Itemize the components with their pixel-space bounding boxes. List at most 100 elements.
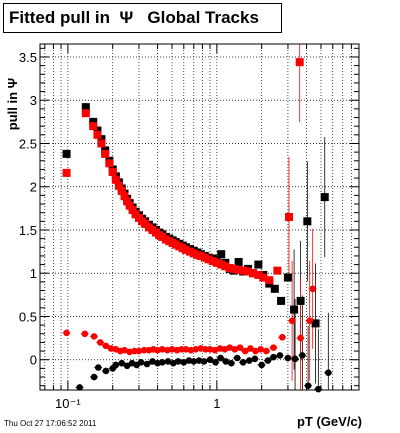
data-marker (93, 130, 102, 139)
axis-ticks: 0 0.5 1 1.5 2 2.5 3 3.5 10⁻¹ 1 (19, 44, 360, 411)
y-tick-label: 2.5 (19, 136, 37, 151)
data-marker (111, 175, 120, 184)
data-marker (247, 345, 254, 352)
data-marker (291, 355, 299, 363)
data-marker (81, 330, 89, 338)
data-marker (278, 333, 286, 341)
data-marker (81, 103, 90, 112)
data-marker (276, 352, 284, 359)
data-marker (121, 346, 128, 354)
data-marker (303, 217, 312, 226)
data-marker (315, 385, 322, 393)
data-marker (254, 260, 263, 269)
data-marker (192, 346, 199, 353)
data-marker (297, 334, 304, 342)
data-marker (174, 358, 182, 365)
data-marker (239, 359, 247, 366)
data-marker (225, 264, 234, 273)
data-marker (309, 285, 317, 293)
data-marker (81, 109, 90, 118)
data-marker (320, 193, 329, 202)
data-marker (284, 354, 292, 362)
data-marker (164, 358, 172, 365)
data-marker (62, 168, 71, 177)
y-tick-label: 3 (30, 93, 37, 108)
data-marker (206, 356, 214, 364)
data-marker (295, 58, 304, 67)
data-marker (97, 139, 106, 148)
data-markers (62, 58, 332, 393)
data-marker (217, 260, 226, 269)
y-tick-label: 2 (30, 180, 37, 195)
data-marker (128, 206, 137, 215)
x-axis-label: pT (GeV/c) (297, 414, 362, 429)
data-marker (263, 347, 270, 355)
grid (40, 44, 360, 390)
data-marker (241, 347, 249, 355)
data-marker (125, 201, 134, 210)
x-tick-label: 1 (213, 396, 220, 411)
data-marker (62, 149, 71, 158)
title-box: Fitted pull in Ψ Global Tracks (3, 3, 282, 33)
data-marker (200, 358, 208, 365)
data-marker (123, 362, 131, 370)
y-tick-label: 3.5 (19, 50, 37, 65)
data-marker (259, 273, 268, 282)
data-marker (258, 361, 265, 369)
datestamp: Thu Oct 27 17:06:52 2011 (4, 419, 97, 428)
y-tick-label: 0 (30, 353, 37, 368)
chart-title: Fitted pull in Ψ Global Tracks (9, 8, 259, 27)
data-marker (226, 344, 234, 351)
data-marker (325, 369, 332, 377)
data-marker (265, 276, 274, 285)
data-marker (97, 135, 106, 144)
data-marker (212, 359, 219, 366)
data-marker (180, 359, 188, 366)
data-marker (140, 346, 148, 354)
y-tick-label: 1.5 (19, 223, 37, 238)
data-marker (288, 317, 296, 325)
data-marker (245, 357, 253, 364)
data-marker (252, 347, 259, 355)
data-marker (270, 344, 277, 351)
data-marker (158, 346, 166, 353)
data-marker (94, 364, 102, 371)
y-axis-label: pull in Ψ (5, 78, 20, 130)
data-marker (143, 360, 151, 368)
data-marker (257, 346, 265, 353)
data-marker (196, 251, 205, 260)
data-marker (149, 358, 156, 365)
data-marker (234, 257, 243, 266)
data-marker (118, 359, 126, 367)
data-marker (311, 319, 320, 328)
data-marker (244, 267, 253, 276)
data-marker (273, 266, 282, 275)
data-marker (112, 361, 120, 369)
data-marker (304, 382, 312, 389)
data-marker (251, 355, 259, 363)
data-marker (120, 192, 129, 201)
data-marker (90, 373, 98, 381)
data-marker (63, 329, 70, 337)
data-marker (195, 357, 203, 364)
data-marker (306, 317, 313, 325)
data-marker (234, 265, 243, 274)
data-marker (135, 347, 143, 355)
data-marker (190, 358, 198, 365)
data-marker (96, 339, 104, 346)
y-tick-label: 1 (30, 266, 37, 281)
data-marker (123, 197, 132, 206)
data-marker (284, 213, 293, 221)
data-marker (102, 367, 110, 375)
data-marker (249, 269, 258, 278)
data-marker (221, 346, 229, 353)
data-marker (233, 354, 241, 362)
data-marker (204, 255, 213, 264)
data-marker (102, 342, 110, 350)
data-marker (208, 257, 217, 266)
data-marker (229, 264, 238, 273)
data-marker (217, 354, 224, 362)
data-marker (283, 273, 292, 282)
data-marker (182, 346, 190, 353)
data-marker (137, 359, 145, 366)
